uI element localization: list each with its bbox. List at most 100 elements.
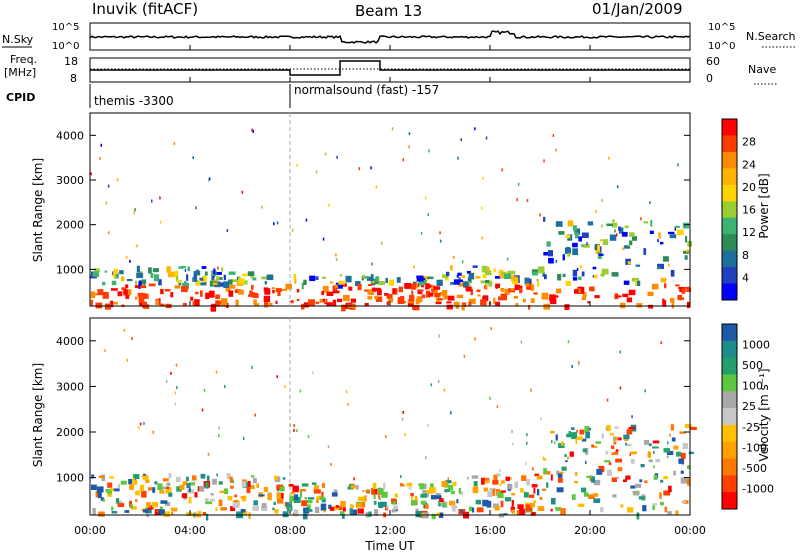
- heatmap-cell: [216, 276, 220, 281]
- heatmap-cell: [175, 363, 178, 367]
- heatmap-cell: [200, 290, 203, 297]
- heatmap-cell: [240, 496, 245, 499]
- heatmap-cell: [540, 417, 542, 421]
- heatmap-cell: [311, 482, 317, 485]
- heatmap-cell: [652, 503, 658, 506]
- heatmap-cell: [376, 296, 383, 302]
- heatmap-cell: [430, 494, 438, 500]
- heatmap-cell: [114, 272, 119, 279]
- heatmap-cell: [568, 431, 572, 435]
- heatmap-cell: [480, 280, 486, 284]
- heatmap-cell: [482, 295, 489, 302]
- heatmap-cell: [609, 433, 615, 436]
- heatmap-cell: [527, 283, 532, 290]
- heatmap-cell: [347, 402, 349, 406]
- heatmap-cell: [296, 298, 300, 302]
- heatmap-cell: [572, 269, 578, 277]
- heatmap-cell: [533, 487, 536, 494]
- heatmap-cell: [620, 504, 624, 508]
- heatmap-cell: [447, 489, 451, 492]
- heatmap-cell: [140, 285, 147, 289]
- heatmap-cell: [420, 500, 427, 505]
- heatmap-cell: [566, 246, 570, 253]
- heatmap-cell: [227, 279, 233, 285]
- heatmap-cell: [383, 482, 386, 490]
- heatmap-cell: [450, 411, 452, 415]
- heatmap-cell: [670, 269, 675, 277]
- heatmap-cell: [529, 278, 532, 284]
- heatmap-cell: [254, 303, 260, 306]
- heatmap-cell: [447, 295, 455, 301]
- heatmap-cell: [324, 152, 327, 156]
- heatmap-cell: [442, 502, 447, 507]
- heatmap-cell: [485, 284, 488, 290]
- heatmap-cell: [468, 273, 475, 280]
- heatmap-cell: [446, 304, 453, 310]
- freq-tick-high: 18: [64, 55, 78, 68]
- heatmap-cell: [510, 288, 515, 291]
- heatmap-cell: [322, 298, 325, 302]
- heatmap-cell: [176, 486, 182, 492]
- heatmap-cell: [447, 484, 454, 491]
- heatmap-cell: [439, 291, 444, 296]
- nsky-series: [89, 30, 691, 44]
- heatmap-cell: [457, 272, 462, 276]
- heatmap-cell: [229, 476, 233, 483]
- heatmap-cell: [113, 301, 118, 305]
- heatmap-cell: [261, 205, 263, 209]
- heatmap-cell: [571, 494, 576, 500]
- heatmap-cell: [530, 512, 536, 516]
- heatmap-cell: [154, 481, 158, 485]
- heatmap-cell: [199, 277, 204, 281]
- heatmap-cell: [205, 482, 209, 489]
- heatmap-cell: [532, 271, 538, 276]
- heatmap-cell: [342, 283, 347, 287]
- heatmap-cell: [461, 491, 464, 496]
- heatmap-cell: [117, 291, 123, 297]
- heatmap-cell: [489, 396, 491, 400]
- heatmap-cell: [227, 495, 233, 501]
- heatmap-cell: [663, 448, 671, 453]
- heatmap-cell: [554, 295, 559, 298]
- heatmap-cell: [348, 286, 353, 291]
- heatmap-cell: [371, 262, 373, 266]
- heatmap-cell: [567, 250, 571, 257]
- heatmap-cell: [546, 241, 551, 247]
- heatmap-cell: [628, 426, 636, 430]
- heatmap-cell: [505, 497, 512, 502]
- heatmap-cell: [629, 232, 635, 237]
- x-tick-label: 00:00: [74, 524, 106, 537]
- heatmap-cell: [326, 291, 334, 296]
- heatmap-cell: [92, 508, 96, 515]
- heatmap-cell: [682, 443, 688, 450]
- heatmap-cell: [331, 492, 338, 497]
- heatmap-cell: [228, 290, 234, 297]
- heatmap-cell: [572, 277, 578, 281]
- heatmap-cell: [414, 496, 418, 502]
- heatmap-cell: [217, 301, 223, 305]
- heatmap-cell: [466, 271, 471, 274]
- heatmap-cell: [636, 303, 643, 308]
- heatmap-cell: [215, 370, 218, 374]
- heatmap-cell: [439, 231, 441, 235]
- heatmap-cell: [275, 300, 278, 304]
- heatmap-cell: [653, 474, 658, 480]
- heatmap-cell: [674, 225, 680, 228]
- heatmap-cell: [623, 434, 630, 440]
- heatmap-cell: [477, 294, 481, 297]
- heatmap-cell: [586, 475, 593, 479]
- heatmap-cell: [551, 497, 556, 505]
- heatmap-cell: [508, 484, 513, 490]
- heatmap-cell: [276, 375, 278, 379]
- heatmap-cell: [420, 231, 423, 235]
- colorbar-swatch: [722, 250, 737, 268]
- heatmap-cell: [181, 265, 186, 269]
- heatmap-cell: [410, 494, 414, 500]
- heatmap-cell: [242, 510, 248, 515]
- heatmap-cell: [129, 484, 134, 490]
- heatmap-cell: [524, 277, 530, 285]
- heatmap-cell: [99, 157, 101, 160]
- heatmap-cell: [579, 265, 582, 269]
- heatmap-cell: [202, 512, 206, 516]
- heatmap-cell: [321, 498, 326, 503]
